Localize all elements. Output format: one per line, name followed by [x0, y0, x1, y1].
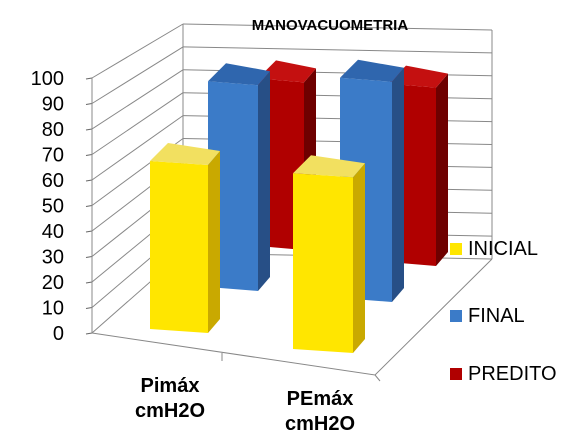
x-label-2: PEmáx cmH2O: [285, 388, 355, 434]
bar-side-face: [208, 151, 220, 333]
y-tick-label: 100: [31, 68, 64, 90]
legend-swatch-inicial: [450, 243, 462, 255]
gridline-side: [91, 23, 184, 79]
x-label-line: cmH2O: [135, 400, 205, 422]
bar-inicial-1: [150, 143, 220, 333]
x-label-line: PEmáx: [287, 388, 354, 410]
y-tick-label: 20: [42, 272, 64, 294]
y-tick-label: 90: [42, 94, 64, 116]
y-tick-label: 70: [42, 145, 64, 167]
y-tick-mark: [85, 103, 93, 105]
y-tick-mark: [85, 128, 93, 131]
gridline-side: [91, 69, 184, 130]
x-axis-labels: Pimáx cmH2O PEmáx cmH2O: [135, 375, 355, 434]
gridline-side: [91, 46, 184, 104]
bar-side-face: [392, 67, 404, 302]
bar-top-face: [208, 63, 270, 86]
bar-front-face: [208, 81, 258, 291]
bar-top-face: [340, 59, 404, 82]
y-tick-mark: [85, 230, 93, 233]
bar-top-face: [258, 60, 316, 83]
bar-front-face: [293, 173, 353, 353]
bar-top-face: [293, 155, 365, 178]
bar-final-1: [208, 63, 270, 291]
gridline-side: [91, 115, 184, 181]
y-tick-mark: [85, 205, 93, 207]
y-tick-mark: [85, 256, 93, 258]
legend-swatch-final: [450, 310, 462, 322]
y-tick-mark: [85, 307, 93, 309]
gridline-back: [182, 46, 493, 54]
gridline-side: [91, 92, 184, 155]
bar-inicial-2: [293, 155, 365, 353]
y-tick-label: 80: [42, 119, 64, 141]
y-tick-mark: [85, 154, 93, 156]
bars: [150, 59, 448, 353]
y-tick-label: 0: [53, 323, 64, 345]
y-tick-label: 50: [42, 196, 64, 218]
y-tick-label: 30: [42, 247, 64, 269]
y-tick-mark: [85, 281, 93, 284]
y-tick-label: 10: [42, 298, 64, 320]
bar-side-face: [353, 163, 365, 353]
bar-side-face: [436, 73, 448, 266]
bar-final-2: [340, 59, 404, 302]
legend-label-predito: PREDITO: [468, 363, 557, 385]
y-axis-ticks: 0 10 20 30 40 50 60 70 80 90 100: [31, 68, 64, 345]
gridline-back: [182, 23, 493, 31]
bar-front-face: [150, 161, 208, 333]
legend-label-inicial: INICIAL: [468, 238, 538, 260]
bar-side-face: [258, 71, 270, 291]
chart-title: MANOVACUOMETRIA: [252, 17, 409, 34]
x-label-1: Pimáx cmH2O: [135, 375, 205, 422]
y-tick-mark: [85, 332, 93, 335]
legend-label-final: FINAL: [468, 305, 525, 327]
legend: INICIAL FINAL PREDITO: [450, 238, 557, 385]
y-tick-mark: [85, 77, 93, 80]
floor-tick: [374, 374, 381, 382]
y-tick-mark: [85, 179, 93, 182]
y-tick-label: 60: [42, 170, 64, 192]
x-label-line: cmH2O: [285, 413, 355, 434]
legend-swatch-predito: [450, 368, 462, 380]
x-label-line: Pimáx: [141, 375, 200, 397]
bar-top-face: [150, 143, 220, 165]
y-tick-label: 40: [42, 221, 64, 243]
